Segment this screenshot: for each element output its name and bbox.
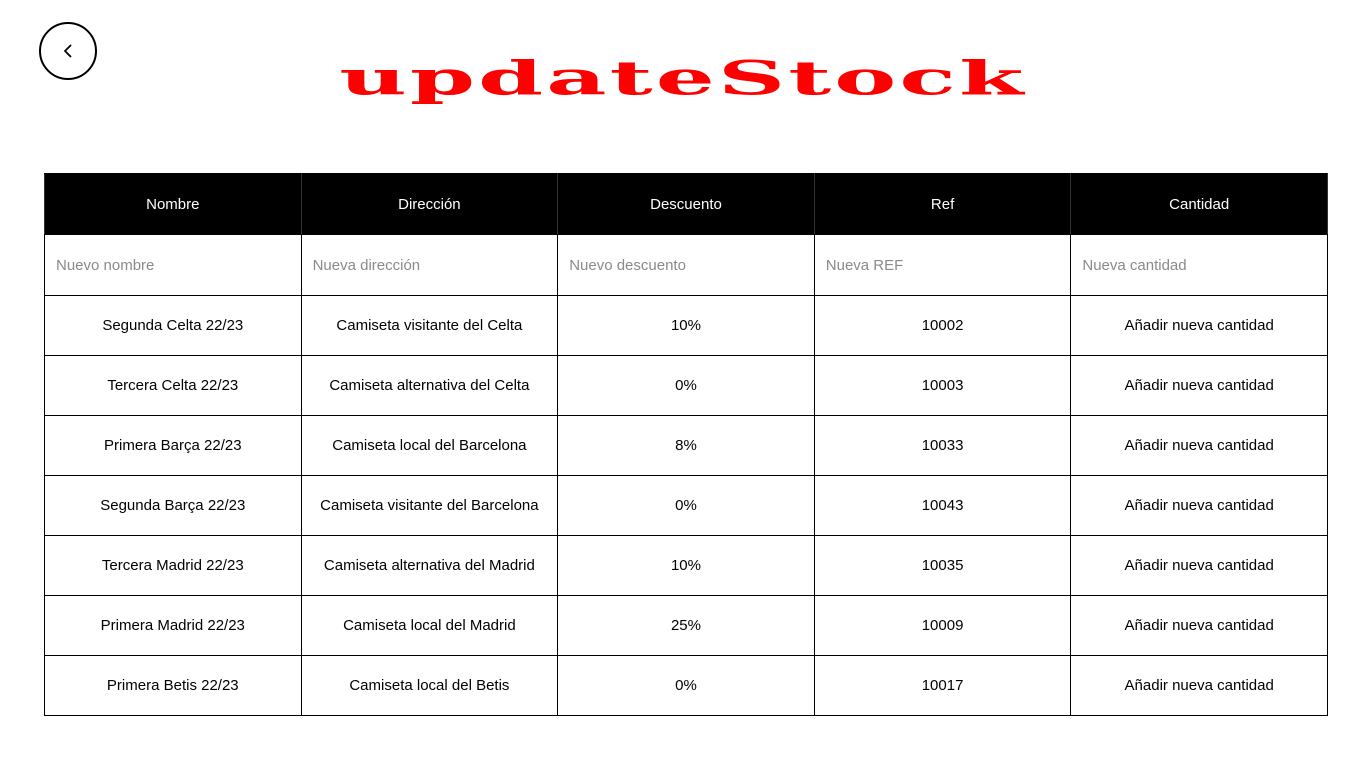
direccion-input[interactable] (312, 256, 547, 274)
cell-descuento: 10% (557, 535, 815, 596)
column-header-direccion: Dirección (300, 173, 559, 235)
cell-descuento: 25% (557, 595, 815, 656)
cell-descuento: 8% (557, 415, 815, 476)
table-row: Primera Madrid 22/23 Camiseta local del M… (44, 595, 1328, 656)
table-row: Primera Betis 22/23 Camiseta local del Be… (44, 655, 1328, 716)
table-row: Primera Barça 22/23 Camiseta local del Ba… (44, 415, 1328, 476)
cell-nombre: Segunda Celta 22/23 (44, 295, 302, 356)
cell-ref: 10035 (813, 535, 1072, 596)
cell-direccion: Camiseta local del Barcelona (300, 415, 559, 476)
cantidad-input[interactable] (1082, 256, 1316, 274)
add-quantity-button[interactable]: Añadir nueva cantidad (1070, 355, 1328, 416)
column-header-nombre: Nombre (44, 173, 302, 235)
cell-direccion: Camiseta alternativa del Celta (300, 355, 559, 416)
direccion-input-cell (300, 234, 559, 296)
page-title: updateStock (339, 51, 1027, 107)
back-button[interactable] (39, 22, 97, 80)
cell-ref: 10002 (813, 295, 1072, 356)
cell-descuento: 0% (557, 355, 815, 416)
new-item-input-row (44, 234, 1328, 296)
descuento-input[interactable] (569, 256, 803, 274)
cell-direccion: Camiseta alternativa del Madrid (300, 535, 559, 596)
cell-direccion: Camiseta visitante del Barcelona (300, 475, 559, 536)
table-row: Tercera Madrid 22/23 Camiseta alternativa… (44, 535, 1328, 596)
cell-nombre: Primera Barça 22/23 (44, 415, 302, 476)
cell-nombre: Tercera Madrid 22/23 (44, 535, 302, 596)
cantidad-input-cell (1070, 234, 1328, 296)
add-quantity-button[interactable]: Añadir nueva cantidad (1070, 475, 1328, 536)
add-quantity-button[interactable]: Añadir nueva cantidad (1070, 415, 1328, 476)
cell-nombre: Segunda Barça 22/23 (44, 475, 302, 536)
ref-input[interactable] (825, 256, 1060, 274)
nombre-input[interactable] (56, 256, 290, 274)
column-header-ref: Ref (813, 173, 1072, 235)
cell-descuento: 0% (557, 655, 815, 716)
cell-direccion: Camiseta local del Betis (300, 655, 559, 716)
column-header-descuento: Descuento (557, 173, 815, 235)
cell-nombre: Tercera Celta 22/23 (44, 355, 302, 416)
add-quantity-button[interactable]: Añadir nueva cantidad (1070, 295, 1328, 356)
column-header-cantidad: Cantidad (1070, 173, 1328, 235)
cell-ref: 10043 (813, 475, 1072, 536)
add-quantity-button[interactable]: Añadir nueva cantidad (1070, 595, 1328, 656)
ref-input-cell (813, 234, 1072, 296)
chevron-left-icon (64, 44, 72, 58)
cell-direccion: Camiseta local del Madrid (300, 595, 559, 656)
add-quantity-button[interactable]: Añadir nueva cantidad (1070, 535, 1328, 596)
cell-ref: 10017 (813, 655, 1072, 716)
table-header-row: Nombre Dirección Descuento Ref Cantidad (44, 173, 1328, 235)
nombre-input-cell (44, 234, 302, 296)
cell-descuento: 10% (557, 295, 815, 356)
add-quantity-button[interactable]: Añadir nueva cantidad (1070, 655, 1328, 716)
descuento-input-cell (557, 234, 815, 296)
cell-nombre: Primera Madrid 22/23 (44, 595, 302, 656)
table-row: Tercera Celta 22/23 Camiseta alternativa … (44, 355, 1328, 416)
table-row: Segunda Celta 22/23 Camiseta visitante de… (44, 295, 1328, 356)
stock-table: Nombre Dirección Descuento Ref Cantidad (44, 173, 1328, 716)
cell-ref: 10003 (813, 355, 1072, 416)
cell-ref: 10033 (813, 415, 1072, 476)
cell-nombre: Primera Betis 22/23 (44, 655, 302, 716)
cell-direccion: Camiseta visitante del Celta (300, 295, 559, 356)
cell-ref: 10009 (813, 595, 1072, 656)
table-row: Segunda Barça 22/23 Camiseta visitante de… (44, 475, 1328, 536)
cell-descuento: 0% (557, 475, 815, 536)
